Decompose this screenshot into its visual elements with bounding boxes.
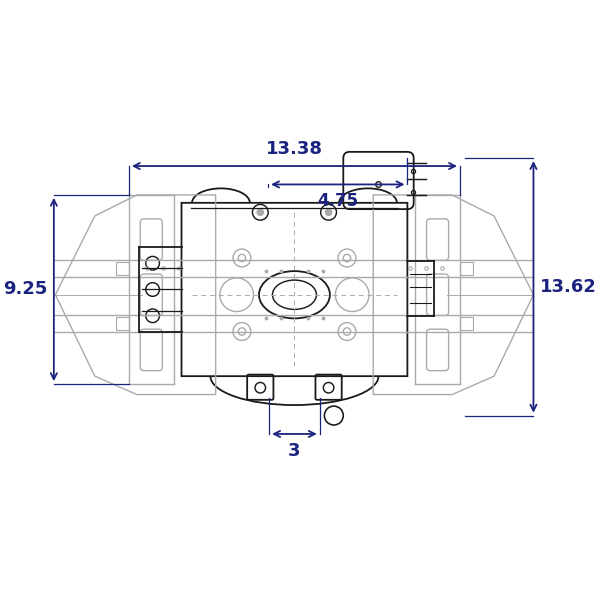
Bar (116, 262, 129, 275)
Circle shape (325, 209, 332, 215)
Text: 3: 3 (288, 442, 301, 460)
Text: 9.25: 9.25 (3, 280, 47, 298)
Text: 4.75: 4.75 (317, 193, 358, 211)
Bar (116, 317, 129, 330)
Circle shape (257, 209, 263, 215)
Text: 13.62: 13.62 (540, 278, 596, 296)
Bar (460, 262, 473, 275)
Bar (460, 317, 473, 330)
Text: 13.38: 13.38 (266, 140, 323, 158)
